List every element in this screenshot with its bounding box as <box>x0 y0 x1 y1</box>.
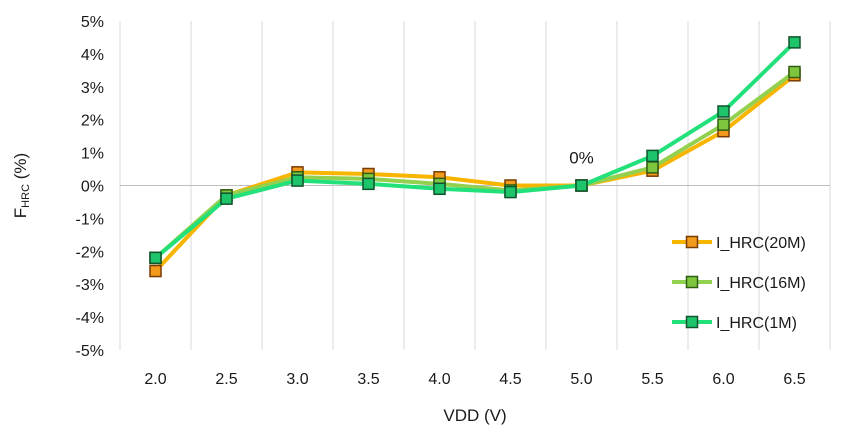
x-tick-label: 3.5 <box>357 371 379 388</box>
y-tick-label: 5% <box>81 14 104 31</box>
data-point <box>362 177 375 191</box>
annotations: 0% <box>569 149 594 168</box>
legend-marker <box>685 315 699 329</box>
x-tick-label: 2.0 <box>144 371 166 388</box>
y-tick-label: -3% <box>76 277 104 294</box>
y-axis-title-suffix: (%) <box>11 153 30 184</box>
legend-marker <box>685 275 699 289</box>
x-tick-label: 3.0 <box>286 371 308 388</box>
x-tick-label: 5.0 <box>570 371 592 388</box>
legend: I_HRC(20M) I_HRC(16M) I_HRC(1M) <box>672 235 806 332</box>
x-tick-label: 5.5 <box>641 371 663 388</box>
data-point <box>788 65 801 79</box>
data-point <box>717 118 730 131</box>
data-point <box>788 36 801 49</box>
data-point <box>149 264 162 278</box>
data-point <box>291 174 304 187</box>
y-tick-label: 1% <box>81 146 104 163</box>
x-axis-title: VDD (V) <box>443 406 506 425</box>
y-tick-label: -4% <box>76 310 104 327</box>
y-axis-title: FHRC (%) <box>11 153 32 218</box>
legend-item: I_HRC(1M) <box>672 315 797 332</box>
data-point <box>646 161 659 174</box>
data-point <box>149 251 162 265</box>
series-line <box>154 70 796 260</box>
y-tick-label: 3% <box>81 80 104 97</box>
data-point <box>717 105 730 118</box>
legend-label: I_HRC(20M) <box>716 235 806 252</box>
y-tick-label: 0% <box>81 179 104 196</box>
y-tick-label: -2% <box>76 244 104 261</box>
x-tick-label: 2.5 <box>215 371 237 388</box>
y-tick-label: 2% <box>81 113 104 130</box>
legend-label: I_HRC(1M) <box>716 315 797 332</box>
y-axis-ticks: 5% 4% 3% 2% 1% 0% -1% -2% -3% -4% -5% <box>76 14 104 360</box>
x-tick-label: 6.0 <box>712 371 734 388</box>
legend-marker <box>685 235 699 249</box>
x-tick-label: 4.5 <box>499 371 521 388</box>
series-line <box>154 73 796 273</box>
y-axis-title-subscript: HRC <box>20 184 32 208</box>
x-tick-label: 4.0 <box>428 371 450 388</box>
series-i-hrc-1m- <box>149 36 801 265</box>
legend-item: I_HRC(16M) <box>672 275 806 292</box>
data-point <box>220 192 233 205</box>
legend-label: I_HRC(16M) <box>716 275 806 292</box>
series-line <box>154 40 796 260</box>
annotation-label: 0% <box>569 149 594 168</box>
y-tick-label: -1% <box>76 211 104 228</box>
series-layer <box>149 36 801 278</box>
x-axis-ticks: 2.0 2.5 3.0 3.5 4.0 4.5 5.0 5.5 6.0 6.5 <box>144 371 805 388</box>
data-point <box>646 149 659 163</box>
y-axis-title-main: F <box>11 208 30 218</box>
legend-item: I_HRC(20M) <box>672 235 806 252</box>
data-point <box>504 185 517 199</box>
y-tick-label: -5% <box>76 343 104 360</box>
x-tick-label: 6.5 <box>783 371 805 388</box>
data-point <box>575 179 588 192</box>
y-tick-label: 4% <box>81 47 104 64</box>
data-point <box>433 182 446 196</box>
